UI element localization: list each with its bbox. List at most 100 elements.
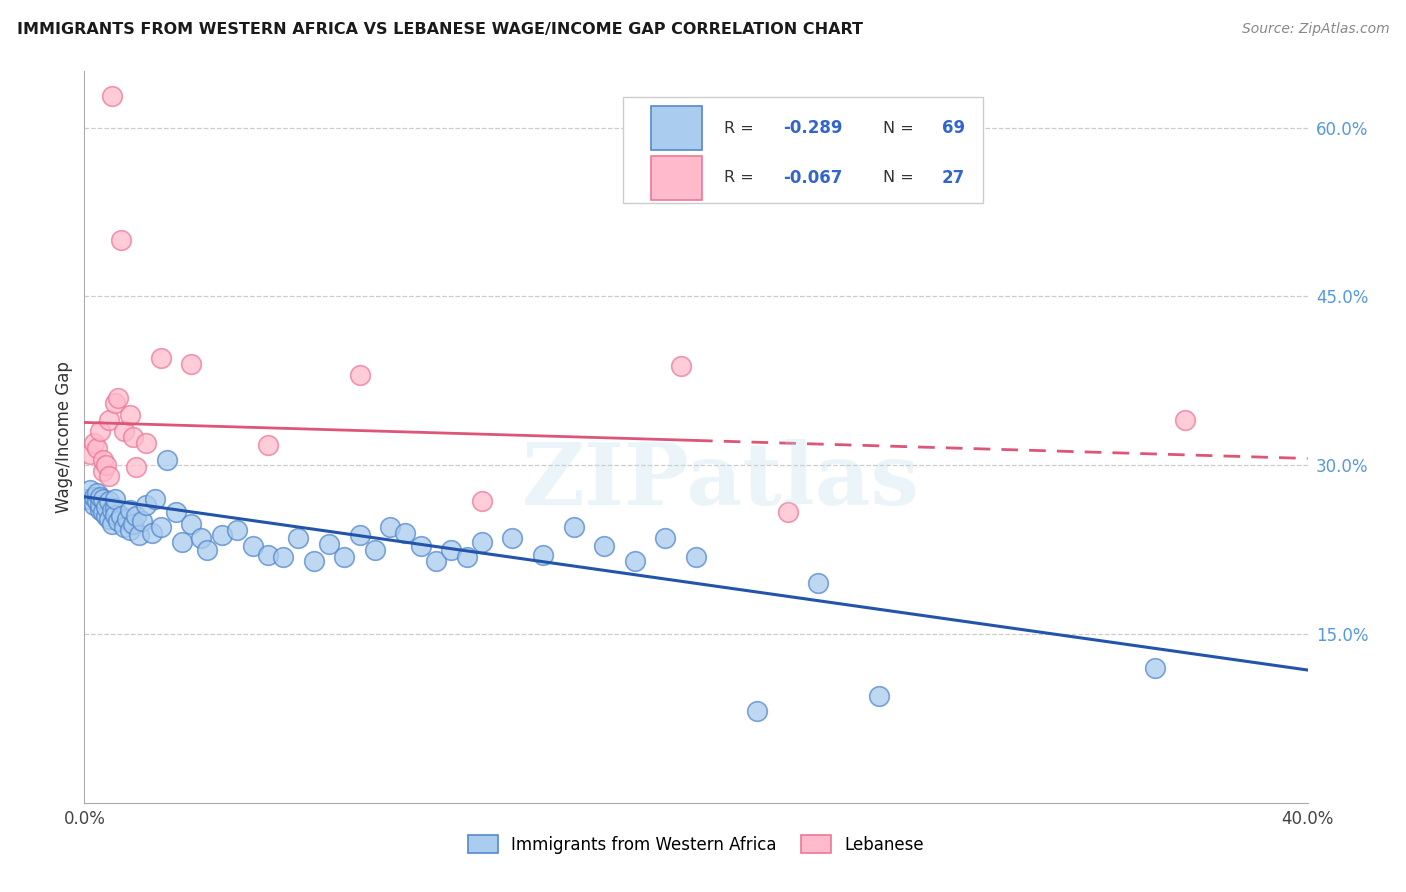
- Point: [135, 498, 157, 512]
- Point: [97, 469, 120, 483]
- Point: [425, 554, 447, 568]
- Point: [94, 458, 117, 473]
- Point: [83, 435, 105, 450]
- Point: [211, 528, 233, 542]
- Point: [107, 391, 129, 405]
- Y-axis label: Wage/Income Gap: Wage/Income Gap: [55, 361, 73, 513]
- Point: [349, 528, 371, 542]
- Point: [669, 359, 692, 374]
- Text: Source: ZipAtlas.com: Source: ZipAtlas.com: [1241, 22, 1389, 37]
- Point: [91, 491, 114, 506]
- Point: [471, 494, 494, 508]
- Point: [94, 508, 117, 523]
- Point: [364, 542, 387, 557]
- Point: [125, 460, 148, 475]
- Point: [165, 506, 187, 520]
- Text: ZIPatlas: ZIPatlas: [522, 439, 920, 523]
- Text: -0.067: -0.067: [783, 169, 842, 186]
- Point: [685, 550, 707, 565]
- Point: [89, 490, 111, 504]
- Point: [562, 520, 585, 534]
- Point: [195, 542, 218, 557]
- Point: [318, 537, 340, 551]
- Point: [104, 508, 127, 522]
- Point: [440, 542, 463, 557]
- Point: [131, 515, 153, 529]
- Point: [104, 500, 127, 515]
- Point: [91, 506, 114, 520]
- Point: [128, 528, 150, 542]
- Point: [257, 548, 280, 562]
- Point: [120, 408, 142, 422]
- Text: -0.289: -0.289: [783, 120, 842, 137]
- Point: [502, 532, 524, 546]
- Text: N =: N =: [883, 120, 920, 136]
- Point: [869, 689, 891, 703]
- Point: [776, 506, 799, 520]
- Point: [86, 494, 108, 508]
- Point: [302, 554, 325, 568]
- Point: [141, 525, 163, 540]
- Point: [409, 539, 432, 553]
- Point: [91, 464, 114, 478]
- Point: [135, 435, 157, 450]
- Point: [76, 491, 98, 506]
- Point: [89, 503, 111, 517]
- Point: [86, 486, 108, 500]
- Point: [287, 532, 309, 546]
- Point: [226, 524, 249, 538]
- Point: [349, 368, 371, 383]
- Point: [156, 452, 179, 467]
- Point: [94, 500, 117, 514]
- Point: [394, 525, 416, 540]
- Point: [110, 508, 132, 523]
- Legend: Immigrants from Western Africa, Lebanese: Immigrants from Western Africa, Lebanese: [461, 829, 931, 860]
- Point: [257, 438, 280, 452]
- Point: [380, 520, 402, 534]
- Point: [242, 539, 264, 553]
- Point: [104, 491, 127, 506]
- Point: [101, 516, 124, 531]
- Point: [79, 483, 101, 497]
- Point: [112, 520, 135, 534]
- Point: [83, 490, 105, 504]
- FancyBboxPatch shape: [651, 106, 702, 150]
- Point: [86, 442, 108, 456]
- Point: [333, 550, 356, 565]
- Point: [97, 512, 120, 526]
- Point: [122, 516, 145, 531]
- Text: R =: R =: [724, 170, 759, 186]
- Point: [654, 532, 676, 546]
- Point: [122, 430, 145, 444]
- Point: [104, 396, 127, 410]
- Point: [807, 576, 830, 591]
- Point: [89, 425, 111, 439]
- Point: [110, 233, 132, 247]
- Text: IMMIGRANTS FROM WESTERN AFRICA VS LEBANESE WAGE/INCOME GAP CORRELATION CHART: IMMIGRANTS FROM WESTERN AFRICA VS LEBANE…: [17, 22, 863, 37]
- Point: [271, 550, 294, 565]
- Text: 69: 69: [942, 120, 965, 137]
- Point: [456, 550, 478, 565]
- Point: [89, 498, 111, 512]
- Text: N =: N =: [883, 170, 920, 186]
- Point: [120, 503, 142, 517]
- Point: [112, 425, 135, 439]
- Point: [172, 534, 194, 549]
- Point: [125, 508, 148, 523]
- Point: [115, 512, 138, 526]
- Point: [190, 532, 212, 546]
- Point: [149, 520, 172, 534]
- Point: [149, 351, 172, 366]
- Point: [471, 534, 494, 549]
- Point: [180, 357, 202, 371]
- Point: [747, 704, 769, 718]
- Point: [1174, 413, 1197, 427]
- Point: [180, 516, 202, 531]
- Point: [107, 515, 129, 529]
- Point: [101, 503, 124, 517]
- Point: [101, 89, 124, 103]
- Point: [83, 498, 105, 512]
- Point: [97, 494, 120, 508]
- Point: [143, 491, 166, 506]
- Point: [120, 524, 142, 538]
